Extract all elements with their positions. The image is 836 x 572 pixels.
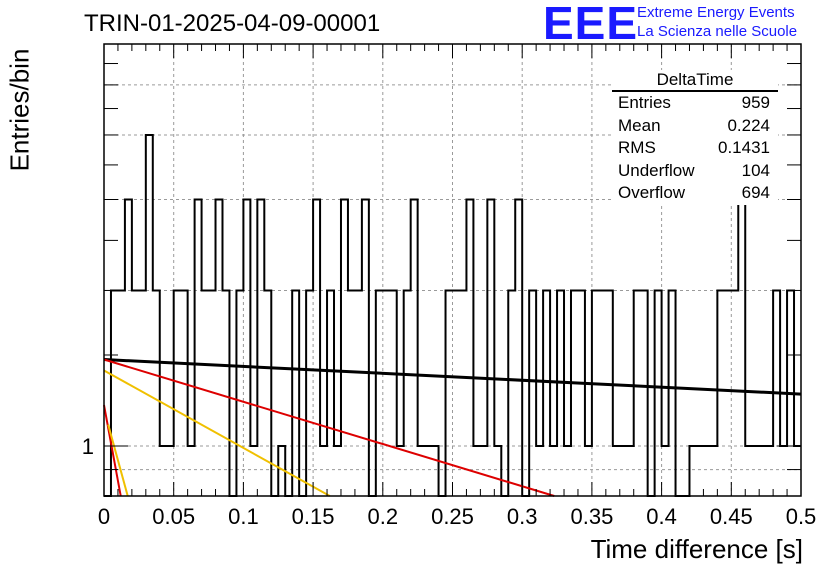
fit-line	[103, 358, 555, 497]
stats-label: Entries	[618, 93, 671, 112]
stats-title: DeltaTime	[612, 70, 778, 92]
fit-lines	[103, 358, 802, 497]
stats-row: Underflow 104	[612, 160, 778, 183]
histogram-outline	[104, 133, 801, 497]
stats-box: DeltaTime Entries 959 Mean 0.224 RMS 0.1431…	[612, 70, 778, 205]
x-tick-labels: 0 0.05 0.1 0.15 0.2 0.25 0.3 0.35 0.4 0.45 0.5	[98, 504, 816, 529]
x-tick-label: 0.4	[646, 504, 677, 529]
fit-line	[103, 404, 122, 497]
y-tick-label: 1	[82, 434, 94, 459]
stats-value: 104	[741, 160, 770, 180]
y-axis-label: Entries/bin	[4, 48, 35, 172]
stats-label: RMS	[618, 138, 656, 157]
eee-logo: EEE	[543, 0, 639, 49]
stats-row: Overflow 694	[612, 182, 778, 205]
x-tick-label: 0.25	[431, 504, 474, 529]
x-tick-label: 0.35	[570, 504, 613, 529]
x-tick-label: 0.45	[710, 504, 753, 529]
stats-value: 0.1431	[718, 138, 770, 157]
x-tick-label: 0.2	[368, 504, 399, 529]
axes	[103, 43, 802, 497]
stats-row: RMS 0.1431	[612, 137, 778, 160]
fit-line	[103, 358, 802, 396]
x-tick-label: 0.05	[152, 504, 195, 529]
x-tick-label: 0.1	[228, 504, 259, 529]
y-tick-labels: 1	[82, 434, 94, 459]
x-axis-label: Time difference [s]	[590, 534, 803, 564]
stats-row: Mean 0.224	[612, 115, 778, 138]
x-tick-label: 0	[98, 504, 110, 529]
histogram-bars	[104, 133, 801, 497]
fit-line	[107, 424, 129, 497]
stats-label: Underflow	[618, 160, 695, 180]
x-tick-label: 0.5	[786, 504, 817, 529]
stats-row: Entries 959	[612, 92, 778, 115]
x-tick-label: 0.15	[292, 504, 335, 529]
logo-line-2: La Scienza nelle Scuole	[637, 23, 798, 40]
x-tick-label: 0.3	[507, 504, 538, 529]
stats-value: 0.224	[727, 115, 770, 135]
stats-label: Mean	[618, 115, 661, 135]
logo-line-1: Extreme Energy Events	[637, 4, 795, 21]
stats-value: 694	[741, 183, 770, 202]
stats-value: 959	[741, 93, 770, 112]
chart-title: TRIN-01-2025-04-09-00001	[84, 10, 381, 37]
stats-label: Overflow	[618, 183, 686, 202]
fit-line	[103, 369, 331, 497]
plot-frame	[103, 43, 802, 497]
